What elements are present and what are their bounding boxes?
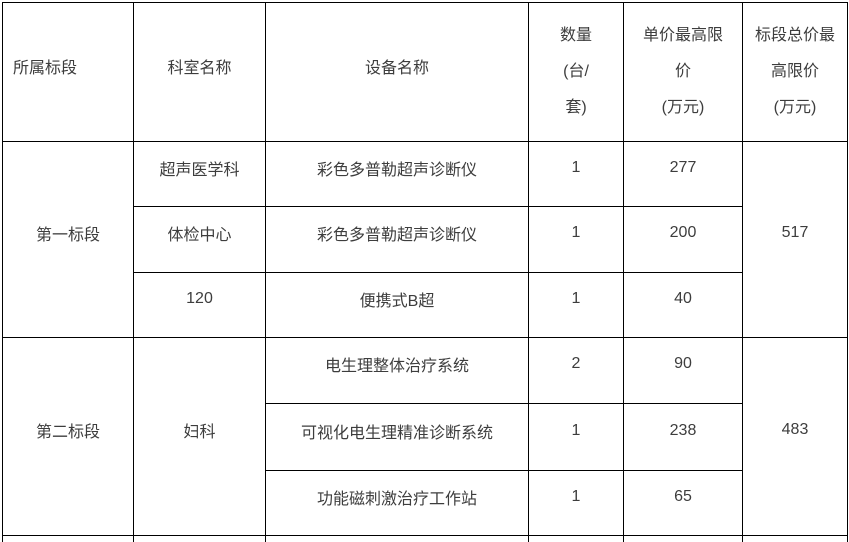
header-section: 所属标段 xyxy=(2,2,134,142)
cell-department: 120 xyxy=(133,272,266,338)
cell-device: 便携式B超 xyxy=(265,272,529,338)
cell-section-1-total: 517 xyxy=(742,141,848,338)
header-qty: 数量 (台/ 套) xyxy=(528,2,624,142)
header-total-price-line2: 高限价 xyxy=(770,63,819,80)
header-unit-price-line1: 单价最高限 xyxy=(642,27,723,44)
cell-empty xyxy=(528,535,624,542)
cell-section-2: 第二标段 xyxy=(2,337,134,536)
header-unit-price: 单价最高限 价 (万元) xyxy=(623,2,743,142)
table-row-partial xyxy=(2,535,848,542)
header-total-price-line1: 标段总价最 xyxy=(754,27,835,44)
cell-qty: 1 xyxy=(528,470,624,536)
table-header-row: 所属标段 科室名称 设备名称 数量 (台/ 套) 单价最高限 价 (万元) 标段… xyxy=(2,2,848,142)
header-qty-line1: 数量 xyxy=(559,27,592,44)
cell-unit-price: 65 xyxy=(623,470,743,536)
table-row: 第一标段 超声医学科 彩色多普勒超声诊断仪 1 277 517 xyxy=(2,141,848,338)
cell-section-2-total: 483 xyxy=(742,337,848,536)
cell-qty: 1 xyxy=(528,206,624,273)
header-qty-line3: 套) xyxy=(565,99,587,116)
cell-device: 功能磁刺激治疗工作站 xyxy=(265,470,529,536)
cell-unit-price: 238 xyxy=(623,403,743,471)
header-unit-price-line2: 价 xyxy=(674,63,691,80)
cell-department: 体检中心 xyxy=(133,206,266,273)
cell-unit-price: 90 xyxy=(623,337,743,404)
table-row: 120 便携式B超 1 40 xyxy=(3,272,848,338)
header-total-price-line3: (万元) xyxy=(773,99,817,116)
header-device: 设备名称 xyxy=(265,2,529,142)
cell-section-1: 第一标段 xyxy=(2,141,134,338)
cell-unit-price: 40 xyxy=(623,272,743,338)
cell-qty: 1 xyxy=(528,403,624,471)
cell-qty: 1 xyxy=(528,141,624,207)
cell-empty xyxy=(2,535,134,542)
table-row: 功能磁刺激治疗工作站 1 65 xyxy=(3,470,848,536)
cell-empty xyxy=(623,535,743,542)
table-row: 体检中心 彩色多普勒超声诊断仪 1 200 xyxy=(3,206,848,273)
cell-department: 超声医学科 xyxy=(133,141,266,207)
cell-qty: 2 xyxy=(528,337,624,404)
table-row: 可视化电生理精准诊断系统 1 238 xyxy=(3,403,848,471)
cell-department: 妇科 xyxy=(133,337,266,536)
header-qty-line2: (台/ xyxy=(563,63,589,80)
header-department: 科室名称 xyxy=(133,2,266,142)
cell-device: 彩色多普勒超声诊断仪 xyxy=(265,206,529,273)
cell-unit-price: 200 xyxy=(623,206,743,273)
cell-device: 电生理整体治疗系统 xyxy=(265,337,529,404)
cell-device: 彩色多普勒超声诊断仪 xyxy=(265,141,529,207)
cell-empty xyxy=(265,535,529,542)
cell-qty: 1 xyxy=(528,272,624,338)
cell-empty xyxy=(742,535,848,542)
cell-empty xyxy=(133,535,266,542)
cell-unit-price: 277 xyxy=(623,141,743,207)
header-unit-price-line3: (万元) xyxy=(661,99,705,116)
table-row: 第二标段 妇科 电生理整体治疗系统 2 90 483 xyxy=(2,337,848,536)
header-total-price: 标段总价最 高限价 (万元) xyxy=(742,2,848,142)
cell-device: 可视化电生理精准诊断系统 xyxy=(265,403,529,471)
